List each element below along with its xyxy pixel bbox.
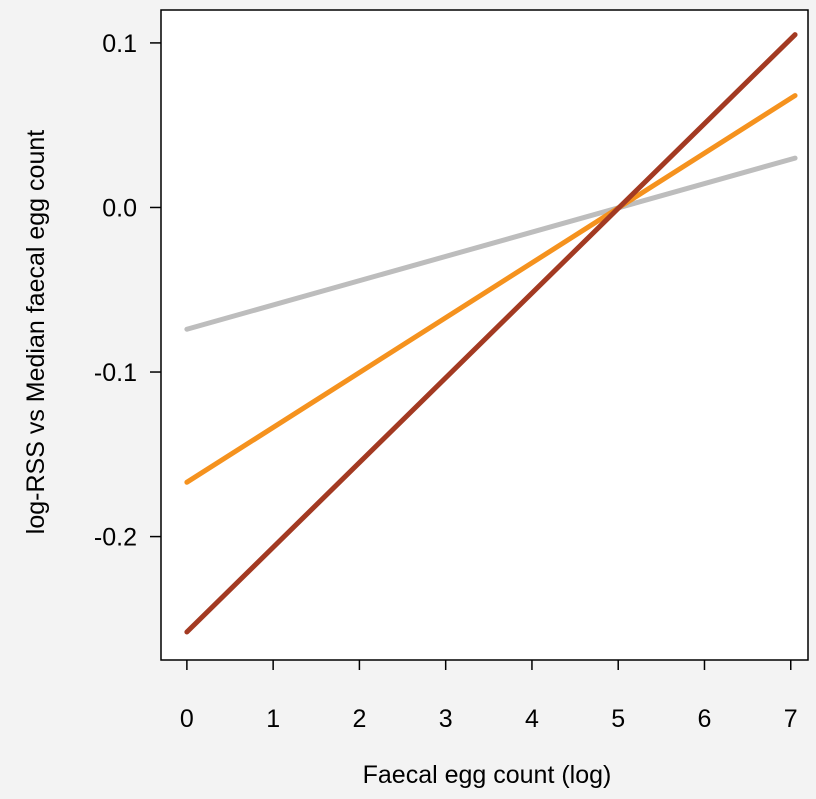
y-tick-label: -0.2 bbox=[94, 524, 137, 552]
x-tick-label: 5 bbox=[611, 705, 625, 733]
x-axis-title: Faecal egg count (log) bbox=[363, 761, 612, 789]
series-line-3 bbox=[184, 32, 798, 635]
x-tick-label: 0 bbox=[180, 705, 194, 733]
y-tick-label: 0.0 bbox=[102, 194, 137, 222]
y-tick-label: 0.1 bbox=[102, 30, 137, 58]
x-tick-label: 1 bbox=[266, 705, 280, 733]
series-line-1 bbox=[184, 155, 798, 332]
x-tick-label: 7 bbox=[784, 705, 798, 733]
y-axis: -0.2 -0.1 0.0 0.1 bbox=[94, 30, 161, 552]
x-tick-label: 2 bbox=[352, 705, 366, 733]
series-line-2 bbox=[184, 93, 798, 485]
x-tick-label: 6 bbox=[698, 705, 712, 733]
x-axis: 0 1 2 3 4 5 6 7 bbox=[180, 660, 798, 733]
x-tick-label: 4 bbox=[525, 705, 539, 733]
x-tick-label: 3 bbox=[439, 705, 453, 733]
y-tick-label: -0.1 bbox=[94, 359, 137, 387]
series-layer bbox=[184, 32, 798, 635]
y-axis-title: log-RSS vs Median faecal egg count bbox=[22, 130, 50, 534]
